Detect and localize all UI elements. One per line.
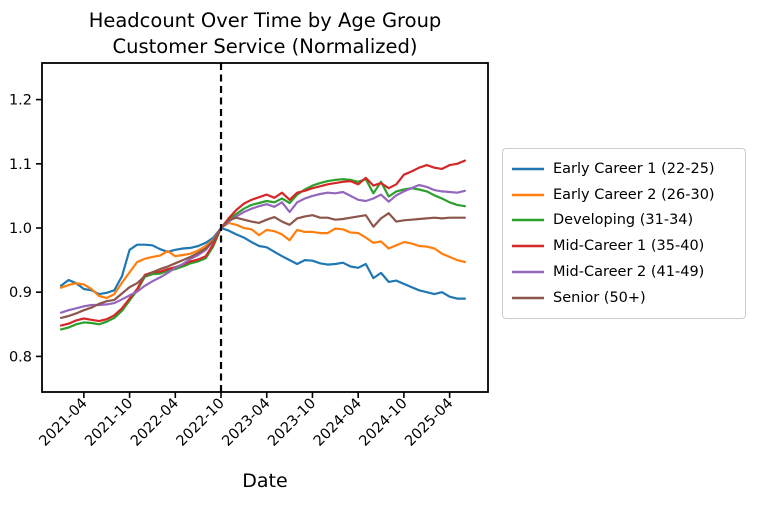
legend-label: Developing (31-34): [553, 212, 694, 229]
y-tick-label: 0.9: [9, 285, 32, 301]
chart-subtitle: Customer Service (Normalized): [113, 35, 418, 58]
legend-box: Early Career 1 (22-25) Early Career 2 (26…: [502, 148, 746, 319]
x-tick-label: 2024-10: [357, 396, 411, 450]
series-line-mid-career-1-35-40: [59, 159, 466, 327]
chart-title: Headcount Over Time by Age Group: [89, 9, 442, 32]
legend-item: Early Career 1 (22-25): [511, 156, 735, 182]
legend-label: Mid-Career 2 (41-49): [553, 264, 705, 281]
y-tick-label: 1.0: [9, 221, 32, 237]
legend-line-swatch: [512, 193, 544, 196]
series-line-senior-50: [59, 212, 466, 319]
series-line-early-career-2-26-30: [59, 221, 466, 300]
legend-label: Early Career 1 (22-25): [553, 160, 715, 177]
legend-item: Senior (50+): [511, 285, 735, 311]
x-tick-label: 2023-10: [265, 396, 319, 450]
y-tick-label: 0.8: [9, 349, 32, 365]
x-axis-label: Date: [242, 470, 287, 492]
legend-line-swatch: [512, 219, 544, 222]
plot-border: [41, 62, 489, 393]
y-tick-label: 1.1: [9, 157, 32, 173]
x-tick-label: 2025-04: [402, 396, 456, 450]
x-tick-label: 2021-04: [37, 396, 91, 450]
series-line-mid-career-2-41-49: [59, 183, 466, 314]
legend-label: Early Career 2 (26-30): [553, 186, 715, 203]
legend-line-swatch: [512, 296, 544, 300]
legend-line-swatch: [512, 245, 544, 248]
x-tick-label: 2022-04: [128, 396, 182, 450]
legend-item: Early Career 2 (26-30): [511, 182, 735, 208]
axis-ticks: 0.8 0.9 1.0 1.1 1.2 2021-042021-102022-042022…: [9, 93, 457, 450]
x-tick-label: 2021-10: [82, 396, 136, 450]
legend-item: Developing (31-34): [511, 208, 735, 234]
y-tick-label: 1.2: [9, 93, 32, 109]
x-tick-label: 2022-10: [174, 396, 228, 450]
x-tick-label: 2024-04: [311, 396, 365, 450]
series-line-developing-31-34: [59, 178, 466, 331]
legend-label: Senior (50+): [553, 289, 646, 306]
series-line-early-career-1-22-25: [59, 226, 466, 300]
x-tick-label: 2023-04: [219, 396, 273, 450]
legend-line-swatch: [512, 167, 544, 171]
legend-label: Mid-Career 1 (35-40): [553, 238, 705, 255]
legend-item: Mid-Career 2 (41-49): [511, 259, 735, 285]
legend-line-swatch: [512, 270, 544, 274]
data-lines: [59, 159, 466, 331]
legend-item: Mid-Career 1 (35-40): [511, 233, 735, 259]
